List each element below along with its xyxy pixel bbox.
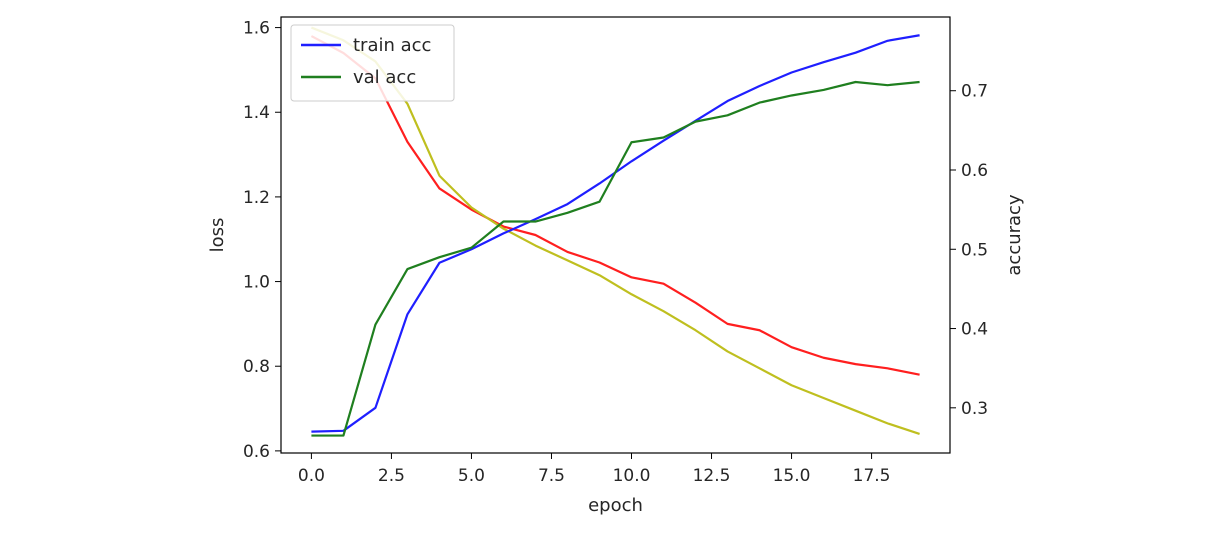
x-tick-label: 7.5 — [538, 466, 565, 486]
right-y-axis-title: accuracy — [1004, 194, 1025, 276]
right-y-axis: 0.3 0.4 0.5 0.6 0.7 — [950, 82, 988, 419]
x-tick-label: 2.5 — [378, 466, 405, 486]
left-y-tick-label: 1.2 — [243, 188, 270, 208]
left-y-tick-label: 1.0 — [243, 273, 270, 293]
right-y-tick-label: 0.4 — [961, 320, 988, 340]
right-y-tick-label: 0.6 — [961, 161, 988, 181]
left-y-tick-label: 1.4 — [243, 103, 270, 123]
x-tick-label: 15.0 — [773, 466, 811, 486]
x-tick-label: 0.0 — [298, 466, 325, 486]
x-tick-label: 5.0 — [458, 466, 485, 486]
series-3-line — [311, 26, 920, 435]
left-y-axis-title: loss — [207, 218, 228, 253]
x-tick-label: 12.5 — [693, 466, 731, 486]
left-y-tick-label: 0.6 — [243, 442, 270, 462]
legend-label: val acc — [353, 67, 416, 88]
x-axis: 0.0 2.5 5.0 7.5 10.0 12.5 15.0 17.5 — [298, 453, 891, 486]
plot-frame — [280, 16, 951, 454]
x-axis-title: epoch — [588, 495, 643, 516]
series-layer — [310, 26, 920, 437]
left-y-axis: 0.6 0.8 1.0 1.2 1.4 1.6 — [243, 19, 281, 462]
x-tick-label: 17.5 — [853, 466, 891, 486]
series-2-line — [310, 35, 920, 376]
right-y-tick-label: 0.3 — [961, 399, 988, 419]
legend-label: train acc — [353, 35, 431, 56]
right-y-tick-label: 0.7 — [961, 82, 988, 102]
left-y-tick-label: 1.6 — [243, 19, 270, 39]
legend: train acc val acc — [290, 24, 455, 102]
val-acc-line — [311, 80, 920, 437]
right-y-tick-label: 0.5 — [961, 240, 988, 260]
left-y-tick-label: 0.8 — [243, 357, 270, 377]
x-tick-label: 10.0 — [613, 466, 651, 486]
